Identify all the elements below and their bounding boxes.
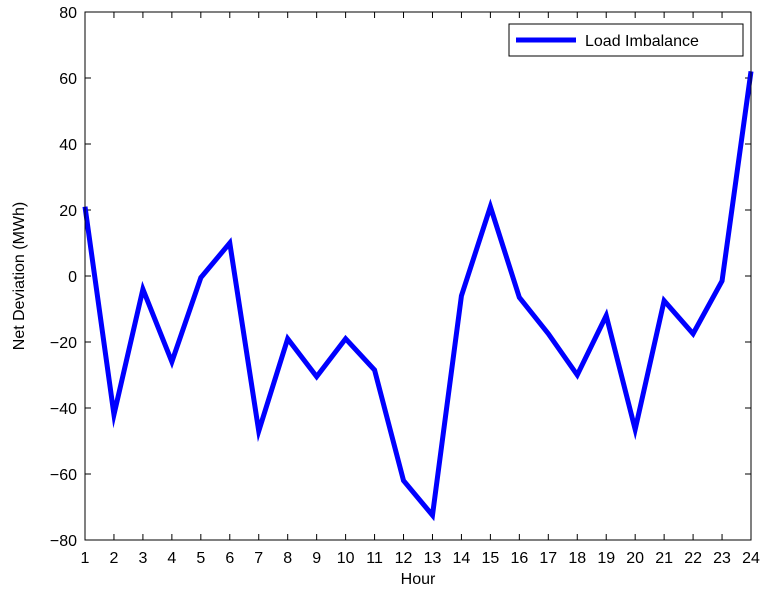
x-tick-label: 20 xyxy=(626,550,644,567)
data-point xyxy=(287,338,289,340)
data-point xyxy=(142,288,144,290)
x-tick-label: 16 xyxy=(510,550,528,567)
data-point xyxy=(374,369,376,371)
data-point xyxy=(663,300,665,302)
data-point xyxy=(200,277,202,279)
x-tick-label: 1 xyxy=(81,550,90,567)
y-axis-label: Net Deviation (MWh) xyxy=(11,202,28,350)
x-tick-label: 19 xyxy=(597,550,615,567)
y-tick-label: 0 xyxy=(68,269,77,286)
x-tick-label: 15 xyxy=(481,550,499,567)
data-point xyxy=(229,242,231,244)
x-tick-label: 23 xyxy=(713,550,731,567)
y-axis-ticks: 80 60 40 20 0 −20 −40 −60 −80 xyxy=(50,5,751,550)
x-tick-label: 11 xyxy=(366,550,383,567)
data-point xyxy=(316,376,318,378)
x-tick-label: 10 xyxy=(337,550,355,567)
series-line xyxy=(82,71,754,522)
x-tick-label: 12 xyxy=(395,550,413,567)
y-tick-label: −80 xyxy=(50,533,77,550)
legend: Load Imbalance xyxy=(508,23,744,57)
x-tick-label: 5 xyxy=(196,550,205,567)
y-tick-label: −20 xyxy=(50,335,77,352)
x-tick-label: 14 xyxy=(453,550,471,567)
y-tick-label: 20 xyxy=(59,203,77,220)
data-point xyxy=(113,414,115,416)
data-point xyxy=(634,428,636,430)
data-point xyxy=(605,315,607,317)
data-point xyxy=(345,338,347,340)
data-point xyxy=(518,296,520,298)
x-tick-label: 8 xyxy=(283,550,292,567)
data-point xyxy=(547,333,549,335)
data-point xyxy=(460,295,462,297)
x-tick-label: 3 xyxy=(138,550,147,567)
y-tick-label: −40 xyxy=(50,401,77,418)
plot-area-frame xyxy=(84,11,752,541)
x-tick-label: 7 xyxy=(254,550,263,567)
y-tick-label: 40 xyxy=(59,137,77,154)
x-tick-label: 9 xyxy=(312,550,321,567)
data-point xyxy=(692,333,694,335)
x-tick-label: 6 xyxy=(225,550,234,567)
y-tick-label: −60 xyxy=(50,467,77,484)
data-point xyxy=(258,430,260,432)
x-tick-label: 18 xyxy=(568,550,586,567)
x-tick-label: 17 xyxy=(539,550,557,567)
x-tick-label: 21 xyxy=(655,550,673,567)
data-point xyxy=(431,514,433,516)
x-axis-label: Hour xyxy=(401,571,436,588)
x-tick-label: 24 xyxy=(742,550,760,567)
data-point xyxy=(171,361,173,363)
x-tick-label: 2 xyxy=(110,550,119,567)
data-point xyxy=(489,206,491,208)
y-tick-label: 80 xyxy=(59,5,77,22)
x-axis-ticks: 1 2 3 4 5 6 7 8 9 10 11 12 13 14 15 16 17 18 19 20 21 22 23 24 xyxy=(81,12,760,567)
y-tick-label: 60 xyxy=(59,71,77,88)
x-tick-label: 13 xyxy=(424,550,442,567)
x-tick-label: 22 xyxy=(684,550,702,567)
legend-label: Load Imbalance xyxy=(585,33,699,50)
data-point xyxy=(721,280,723,282)
x-tick-label: 4 xyxy=(167,550,176,567)
data-point xyxy=(403,480,405,482)
data-point xyxy=(576,374,578,376)
